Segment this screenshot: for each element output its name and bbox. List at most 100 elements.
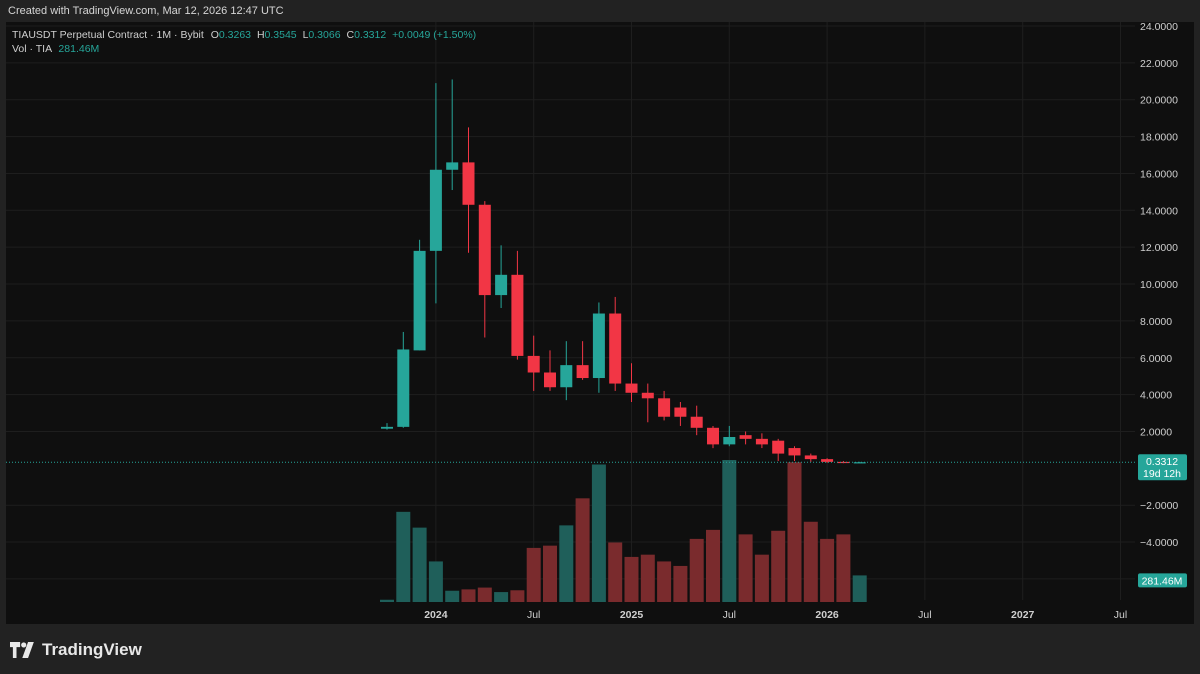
volume-bar bbox=[412, 527, 427, 602]
candle-body bbox=[690, 416, 703, 428]
price-tick-label: 20.0000 bbox=[1140, 95, 1178, 107]
low-value: 0.3066 bbox=[308, 29, 341, 41]
time-axis-label: 2024 bbox=[424, 609, 448, 621]
price-tick-label: 18.0000 bbox=[1140, 132, 1178, 144]
candle-body bbox=[609, 313, 622, 384]
candle-body bbox=[544, 372, 556, 388]
volume-bar bbox=[575, 498, 590, 602]
candle-body bbox=[527, 355, 540, 373]
high-value: 0.3545 bbox=[264, 29, 297, 41]
volume-bar bbox=[820, 538, 835, 602]
candle-body bbox=[674, 407, 687, 417]
volume-bar bbox=[787, 462, 802, 602]
candle-body bbox=[511, 274, 524, 356]
price-tick-label: 6.0000 bbox=[1140, 353, 1172, 365]
price-tick-label: 10.0000 bbox=[1140, 279, 1178, 291]
volume-bar bbox=[624, 556, 639, 602]
volume-bar bbox=[510, 590, 525, 602]
price-tick-label: 16.0000 bbox=[1140, 168, 1178, 180]
brand-name: TradingView bbox=[42, 640, 142, 659]
volume-label[interactable]: Vol · TIA bbox=[12, 43, 52, 55]
volume-bar bbox=[543, 545, 557, 602]
volume-bar bbox=[461, 589, 476, 602]
chart-panel[interactable]: 24.0000 22.0000 20.0000 18.0000 16.0000 14.00… bbox=[6, 22, 1194, 624]
candle-body bbox=[446, 162, 459, 170]
volume-bar bbox=[722, 460, 737, 602]
price-tick-label: 22.0000 bbox=[1140, 58, 1178, 70]
volume-bar bbox=[836, 534, 851, 602]
chart-legend: TIAUSDT Perpetual Contract · 1M · Bybit … bbox=[12, 28, 476, 56]
candle-body bbox=[625, 383, 638, 393]
price-tick-label: 8.0000 bbox=[1140, 316, 1172, 328]
candle-body bbox=[478, 204, 491, 296]
time-axis-label: 2025 bbox=[620, 609, 644, 621]
volume-badge-label: 281.46M bbox=[1142, 575, 1183, 587]
volume-badge bbox=[1138, 573, 1187, 588]
volume-bar bbox=[608, 542, 623, 602]
candle-body bbox=[397, 349, 410, 427]
candle-body bbox=[755, 438, 768, 445]
volume-bar bbox=[803, 521, 818, 602]
volume-bar bbox=[673, 565, 688, 602]
volume-value: 281.46M bbox=[58, 43, 100, 55]
price-tick-label: −4.0000 bbox=[1140, 537, 1178, 549]
close-value: 0.3312 bbox=[354, 29, 387, 41]
change-value: +0.0049 (+1.50%) bbox=[392, 29, 477, 41]
candle-body bbox=[853, 462, 866, 464]
time-axis-label: Jul bbox=[918, 609, 931, 621]
volume-bar bbox=[494, 592, 509, 602]
volume-bar bbox=[771, 530, 786, 602]
high-label: H bbox=[256, 29, 265, 41]
volume-bar bbox=[657, 561, 672, 602]
volume-bar bbox=[559, 525, 574, 602]
price-tick-label: 2.0000 bbox=[1140, 426, 1172, 438]
volume-bar bbox=[640, 554, 655, 602]
ohlc-row: TIAUSDT Perpetual Contract · 1M · Bybit … bbox=[12, 28, 476, 42]
top-bar: Created with TradingView.com, Mar 12, 20… bbox=[0, 0, 1200, 22]
candle-body bbox=[723, 437, 736, 445]
price-chart[interactable]: 24.0000 22.0000 20.0000 18.0000 16.0000 14.00… bbox=[6, 22, 1194, 624]
open-label: O bbox=[210, 29, 219, 41]
volume-bar bbox=[477, 587, 492, 602]
price-tick-label: 24.0000 bbox=[1140, 22, 1178, 33]
time-axis-label: 2026 bbox=[815, 609, 839, 621]
candle-body bbox=[707, 427, 719, 445]
tradingview-brand[interactable]: TradingView bbox=[10, 640, 142, 660]
volume-bar bbox=[396, 511, 411, 602]
candle-body bbox=[381, 426, 393, 429]
volume-bar bbox=[526, 547, 541, 602]
candle-body bbox=[641, 392, 654, 399]
volume-bar bbox=[428, 561, 443, 602]
current-price-badge bbox=[1138, 454, 1187, 481]
created-with-text: Created with TradingView.com, Mar 12, 20… bbox=[8, 5, 284, 17]
current-price-label: 0.3312 bbox=[1146, 456, 1178, 468]
price-tick-label: 12.0000 bbox=[1140, 242, 1178, 254]
time-axis-label: Jul bbox=[723, 609, 736, 621]
candle-body bbox=[413, 250, 426, 351]
volume-bar bbox=[754, 554, 769, 602]
volume-bar bbox=[445, 590, 460, 602]
candle-body bbox=[462, 162, 475, 205]
candle-body bbox=[821, 459, 834, 462]
volume-bar bbox=[380, 599, 394, 602]
low-label: L bbox=[302, 29, 309, 41]
symbol-title[interactable]: TIAUSDT Perpetual Contract · 1M · Bybit bbox=[12, 29, 204, 41]
candle-body bbox=[658, 398, 671, 417]
candle-body bbox=[592, 313, 605, 379]
candle-body bbox=[772, 440, 785, 454]
candle-body bbox=[495, 274, 508, 296]
volume-bar bbox=[852, 575, 867, 602]
candle-body bbox=[560, 365, 573, 388]
candle-body bbox=[788, 448, 801, 456]
countdown-label: 19d 12h bbox=[1143, 468, 1181, 480]
close-label: C bbox=[346, 29, 355, 41]
volume-bar bbox=[706, 529, 720, 602]
bottom-bar: TradingView bbox=[0, 624, 1200, 674]
tradingview-logo-icon bbox=[10, 642, 34, 658]
open-value: 0.3263 bbox=[218, 29, 252, 41]
time-axis-label: 2027 bbox=[1011, 609, 1035, 621]
price-tick-label: −2.0000 bbox=[1140, 500, 1178, 512]
candle-body bbox=[804, 455, 817, 460]
candle-body bbox=[429, 169, 442, 251]
volume-bar bbox=[591, 464, 606, 602]
